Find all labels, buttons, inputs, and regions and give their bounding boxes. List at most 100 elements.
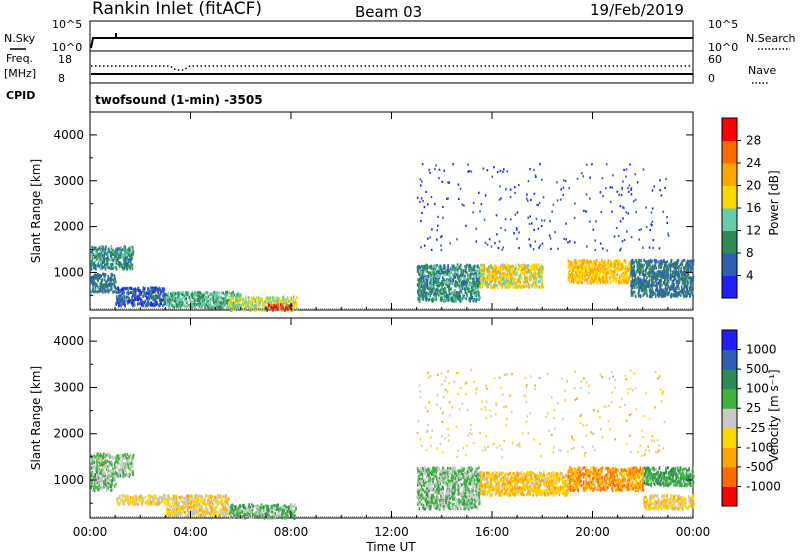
scatter-cell-0-2 (116, 299, 118, 303)
scatter-cell-0-2 (158, 303, 161, 306)
scatter-cell-1-0 (119, 474, 122, 478)
scatter-cell-0-2 (161, 287, 164, 291)
scatter-cell-0-3 (201, 302, 203, 306)
scatter-cell-0-2 (158, 286, 161, 290)
scatter-cell-0-3 (192, 304, 194, 308)
scatter-cell-0-3 (218, 291, 220, 295)
scatter-cell-0-9 (657, 293, 659, 297)
scatter-cell-0-7 (485, 283, 488, 287)
scatter-cell-0-6 (459, 286, 462, 290)
scatter-cell-0-1 (90, 276, 92, 280)
scatter-cell-0-6 (420, 281, 423, 285)
scatter-cell-0-0 (100, 260, 102, 264)
scatter-cell-0-9 (659, 282, 662, 286)
scatter-cell-0-7 (521, 286, 523, 290)
scatter-cell-0-0 (116, 254, 118, 258)
scatter-cell-0-9 (645, 260, 647, 264)
scatter-cell-0-8 (568, 261, 570, 265)
scatter-cell-0-3 (217, 306, 219, 309)
scatter-cell-0-6 (451, 264, 453, 268)
scatter-cell-0-10 (542, 196, 545, 199)
scatter-cell-0-8 (596, 280, 599, 284)
scatter-cell-0-9 (680, 266, 682, 270)
scatter-cell-0-10 (600, 211, 602, 214)
scatter-cell-0-6 (440, 297, 442, 301)
scatter-cell-0-6 (464, 287, 466, 291)
scatter-cell-1-0 (92, 465, 94, 469)
scatter-cell-0-6 (420, 291, 423, 295)
scatter-cell-0-6 (469, 291, 472, 295)
scatter-cell-0-9 (668, 290, 671, 294)
scatter-cell-0-8 (592, 273, 594, 277)
scatter-cell-0-2 (126, 300, 129, 304)
scatter-cell-0-4 (293, 301, 295, 304)
scatter-cell-0-3 (214, 298, 216, 302)
scatter-cell-0-0 (129, 249, 132, 253)
scatter-cell-0-6 (459, 294, 461, 298)
scatter-cell-0-9 (635, 278, 638, 282)
scatter-cell-0-0 (115, 248, 117, 252)
scatter-cell-0-6 (426, 278, 429, 282)
scatter-cell-0-9 (665, 269, 667, 273)
scatter-cell-0-2 (143, 287, 146, 291)
scatter-cell-0-2 (145, 304, 148, 308)
scatter-cell-0-2 (153, 302, 156, 306)
scatter-cell-1-1 (110, 479, 113, 483)
scatter-cell-0-2 (120, 298, 123, 302)
scatter-cell-0-2 (130, 290, 132, 294)
scatter-cell-0-2 (132, 299, 135, 303)
scatter-cell-0-2 (124, 304, 126, 308)
scatter-cell-0-7 (538, 275, 541, 278)
scatter-cell-0-3 (212, 295, 215, 299)
scatter-cell-0-10 (611, 210, 613, 213)
scatter-cell-0-7 (495, 284, 498, 288)
scatter-cell-0-10 (500, 197, 502, 200)
scatter-cell-0-6 (464, 269, 467, 272)
scatter-cell-0-10 (609, 200, 612, 203)
scatter-cell-0-8 (578, 281, 581, 285)
scatter-cell-1-0 (129, 462, 131, 466)
scatter-cell-0-4 (295, 301, 298, 305)
scatter-cell-0-0 (102, 247, 105, 251)
scatter-cell-0-7 (494, 268, 497, 272)
scatter-cell-1-0 (130, 456, 133, 460)
scatter-cell-1-0 (101, 460, 104, 464)
scatter-cell-0-6 (457, 270, 459, 274)
freq-trace (91, 65, 693, 71)
scatter-cell-0-7 (514, 263, 517, 267)
scatter-cell-0-10 (625, 175, 627, 178)
scatter-cell-0-10 (528, 223, 531, 226)
scatter-cell-0-2 (120, 293, 123, 297)
scatter-cell-0-10 (529, 243, 532, 247)
scatter-cell-0-0 (123, 255, 125, 259)
scatter-cell-0-6 (424, 276, 426, 280)
scatter-cell-0-7 (492, 285, 494, 289)
scatter-cell-0-0 (126, 263, 129, 267)
scatter-cell-0-1 (110, 283, 112, 287)
scatter-cell-0-6 (418, 298, 421, 302)
scatter-cell-0-6 (436, 288, 438, 292)
scatter-cell-0-3 (181, 293, 184, 297)
scatter-cell-1-0 (106, 464, 108, 468)
scatter-cell-0-6 (473, 286, 476, 290)
scatter-cell-0-9 (669, 273, 672, 277)
scatter-cell-0-6 (438, 284, 441, 288)
scatter-cell-1-0 (123, 470, 126, 474)
scatter-cell-0-3 (177, 297, 180, 301)
scatter-cell-0-8 (590, 279, 592, 283)
scatter-cell-0-4 (263, 303, 266, 307)
scatter-cell-0-8 (592, 270, 594, 274)
scatter-cell-0-7 (540, 275, 542, 279)
scatter-cell-0-10 (420, 197, 423, 200)
scatter-cell-0-2 (142, 301, 145, 305)
scatter-cell-0-8 (575, 271, 577, 275)
scatter-cell-0-2 (147, 287, 149, 291)
scatter-cell-0-8 (607, 259, 610, 263)
scatter-cell-1-0 (118, 474, 120, 478)
scatter-cell-1-0 (107, 460, 110, 464)
scatter-cell-0-10 (632, 200, 635, 203)
scatter-cell-0-10 (541, 242, 544, 245)
scatter-cell-0-4 (257, 305, 259, 309)
scatter-cell-1-0 (116, 466, 119, 470)
scatter-cell-0-9 (665, 267, 668, 271)
